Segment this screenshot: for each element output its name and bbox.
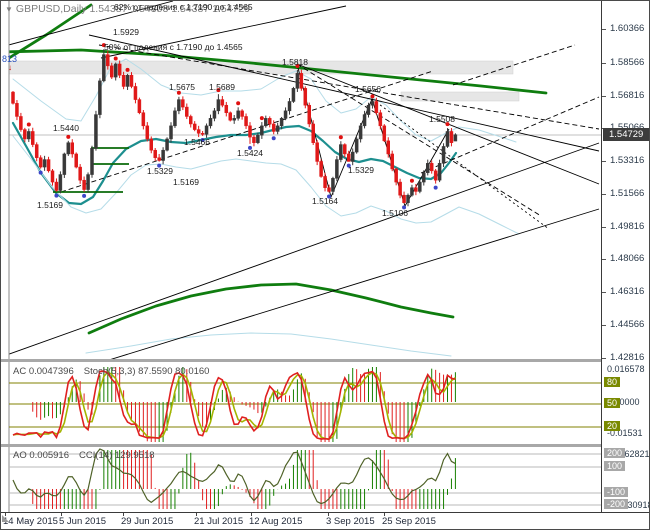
cci-level-badge: -100 (604, 487, 629, 497)
clipped-price-label: 813 (2, 54, 18, 64)
chart-title: ▼ GBPUSD,Daily 1.54387 1.54803 1.54387 1.… (5, 3, 250, 15)
fib-annotation-top: 62% от падения с 1.7190 до 1.4565 (114, 2, 253, 12)
date-tick-mark (328, 513, 329, 516)
price-label: 1.5164 (312, 196, 338, 206)
price-label: 1.5818 (282, 57, 308, 67)
price-label: 1.5424 (237, 148, 263, 158)
price-label: 1.5329 (147, 166, 173, 176)
price-tick-mark (602, 325, 606, 326)
cci-level-badge: 200 (604, 448, 626, 458)
indicator2-header: AO 0.005916 CCI(14) 129.9518 (13, 450, 165, 461)
date-tick-mark (196, 513, 197, 516)
ac-value-label: AC 0.0047396 (13, 366, 74, 377)
price-tick-mark (602, 259, 606, 260)
price-tick-label: 1.58566 (610, 57, 645, 68)
price-tick-label: 1.48066 (610, 253, 645, 264)
stoch-level-badge: 50 (604, 398, 621, 408)
stoch-level-badge: 80 (604, 377, 621, 387)
date-tick-mark (123, 513, 124, 516)
price-tick-mark (602, 96, 606, 97)
price-tick-mark (602, 161, 606, 162)
cci-level-badge: 100 (604, 461, 626, 471)
date-label: 29 Jun 2015 (121, 516, 174, 527)
indicator1-axis-value: 0.016578 (607, 364, 645, 374)
date-tick-mark (5, 513, 6, 516)
indicator2-axis-value: 0.0062821 (607, 449, 650, 459)
indicator1-axis-value: 0.00000 (607, 397, 640, 407)
price-tick-mark (602, 227, 606, 228)
price-label: 1.5329 (348, 165, 374, 175)
price-label: 1.5466 (184, 137, 210, 147)
price-tick-mark (602, 358, 606, 359)
price-label: 1.5689 (209, 82, 235, 92)
date-tick-mark (61, 513, 62, 516)
price-tick-mark (602, 194, 606, 195)
chevron-down-icon[interactable]: ▼ (5, 5, 13, 14)
indicator1-axis-value: -0.01531 (607, 428, 643, 438)
price-label: 1.5929 (113, 27, 139, 37)
ohlc-values: 1.54387 1.54803 1.54387 1.54729 (89, 3, 251, 15)
price-tick-mark (602, 63, 606, 64)
price-tick-mark (602, 292, 606, 293)
stoch-value-label: Stoch(5,3,3) 87.5590 80.0160 (83, 366, 210, 377)
date-label: 14 May 2015 (3, 516, 58, 527)
symbol-period-label: GBPUSD,Daily (15, 3, 87, 15)
price-tick-label: 1.44566 (610, 319, 645, 330)
price-tick-label: 1.49816 (610, 221, 645, 232)
date-axis[interactable]: 14 May 2015 5 Jun 2015 29 Jun 2015 21 Jul 2… (1, 512, 649, 529)
date-label: 5 Jun 2015 (59, 516, 107, 527)
price-tick-label: 1.55066 (610, 122, 644, 133)
date-tick-mark (384, 513, 385, 516)
price-label: 1.5675 (169, 82, 195, 92)
panel-splitter-1[interactable] (1, 359, 649, 362)
price-tick-label: 1.46316 (610, 286, 645, 297)
date-tick-mark (251, 513, 252, 516)
price-tick-label: 1.42816 (610, 352, 645, 363)
ao-value-label: AO 0.005916 (13, 450, 69, 461)
cci-value-label: CCI(14) 129.9518 (79, 450, 155, 461)
indicator1-header: AC 0.0047396 Stoch(5,3,3) 87.5590 80.0160 (13, 366, 219, 377)
price-tick-mark (602, 29, 606, 30)
panel-splitter-2[interactable] (1, 444, 649, 447)
date-label: 12 Aug 2015 (249, 516, 303, 527)
price-label: 1.5169 (173, 177, 199, 187)
price-tick-label: 1.51566 (610, 188, 645, 199)
price-label: 1.5169 (37, 200, 63, 210)
scroll-corner-icon[interactable] (2, 515, 9, 522)
small-red-arrow-icon: ↓ (8, 63, 12, 72)
price-label: 1.5440 (53, 123, 79, 133)
price-axis[interactable]: 1.54729 1.60366 1.58566 1.56816 1.55066 1.53… (601, 1, 650, 512)
price-label: 1.5508 (429, 114, 455, 124)
fib-annotation-mid: 50% от падения с 1.7190 до 1.4565 (104, 42, 243, 52)
date-label: 3 Sep 2015 (326, 516, 375, 527)
cci-level-badge: -200 (604, 499, 629, 509)
date-label: 21 Jul 2015 (194, 516, 244, 527)
price-tick-label: 1.60366 (610, 23, 645, 34)
current-price-box: 1.54729 (603, 128, 649, 141)
price-tick-label: 1.56816 (610, 90, 645, 101)
stoch-level-badge: 20 (604, 421, 621, 431)
price-label: 1.5106 (382, 208, 408, 218)
price-label: 1.5656 (355, 84, 381, 94)
date-label: 25 Sep 2015 (382, 516, 436, 527)
price-tick-label: 1.53316 (610, 155, 645, 166)
